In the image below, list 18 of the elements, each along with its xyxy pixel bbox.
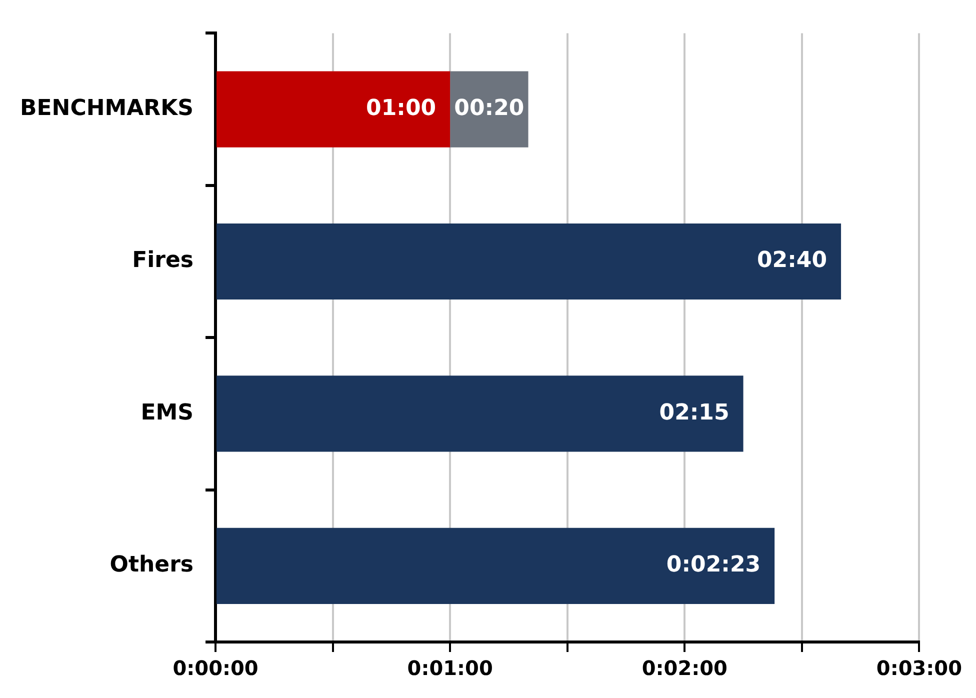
x-tick-label: 0:03:00	[876, 656, 962, 680]
bar	[216, 71, 450, 148]
y-tick-label: Fires	[132, 248, 194, 274]
data-label: 02:15	[659, 400, 730, 426]
data-label: 00:20	[454, 96, 524, 122]
x-tick-label: 0:01:00	[407, 656, 493, 680]
x-tick-label: 0:00:00	[172, 656, 258, 680]
bar	[216, 223, 842, 300]
bar	[216, 528, 775, 604]
data-label: 01:00	[366, 96, 436, 122]
y-tick-label: EMS	[140, 400, 194, 426]
y-tick-label: Others	[110, 552, 194, 578]
bar	[216, 376, 744, 452]
data-label: 0:02:23	[666, 552, 761, 578]
bar	[450, 71, 528, 148]
data-label: 02:40	[756, 248, 828, 274]
y-tick-label: BENCHMARKS	[20, 96, 194, 122]
x-tick-label: 0:02:00	[642, 656, 728, 680]
